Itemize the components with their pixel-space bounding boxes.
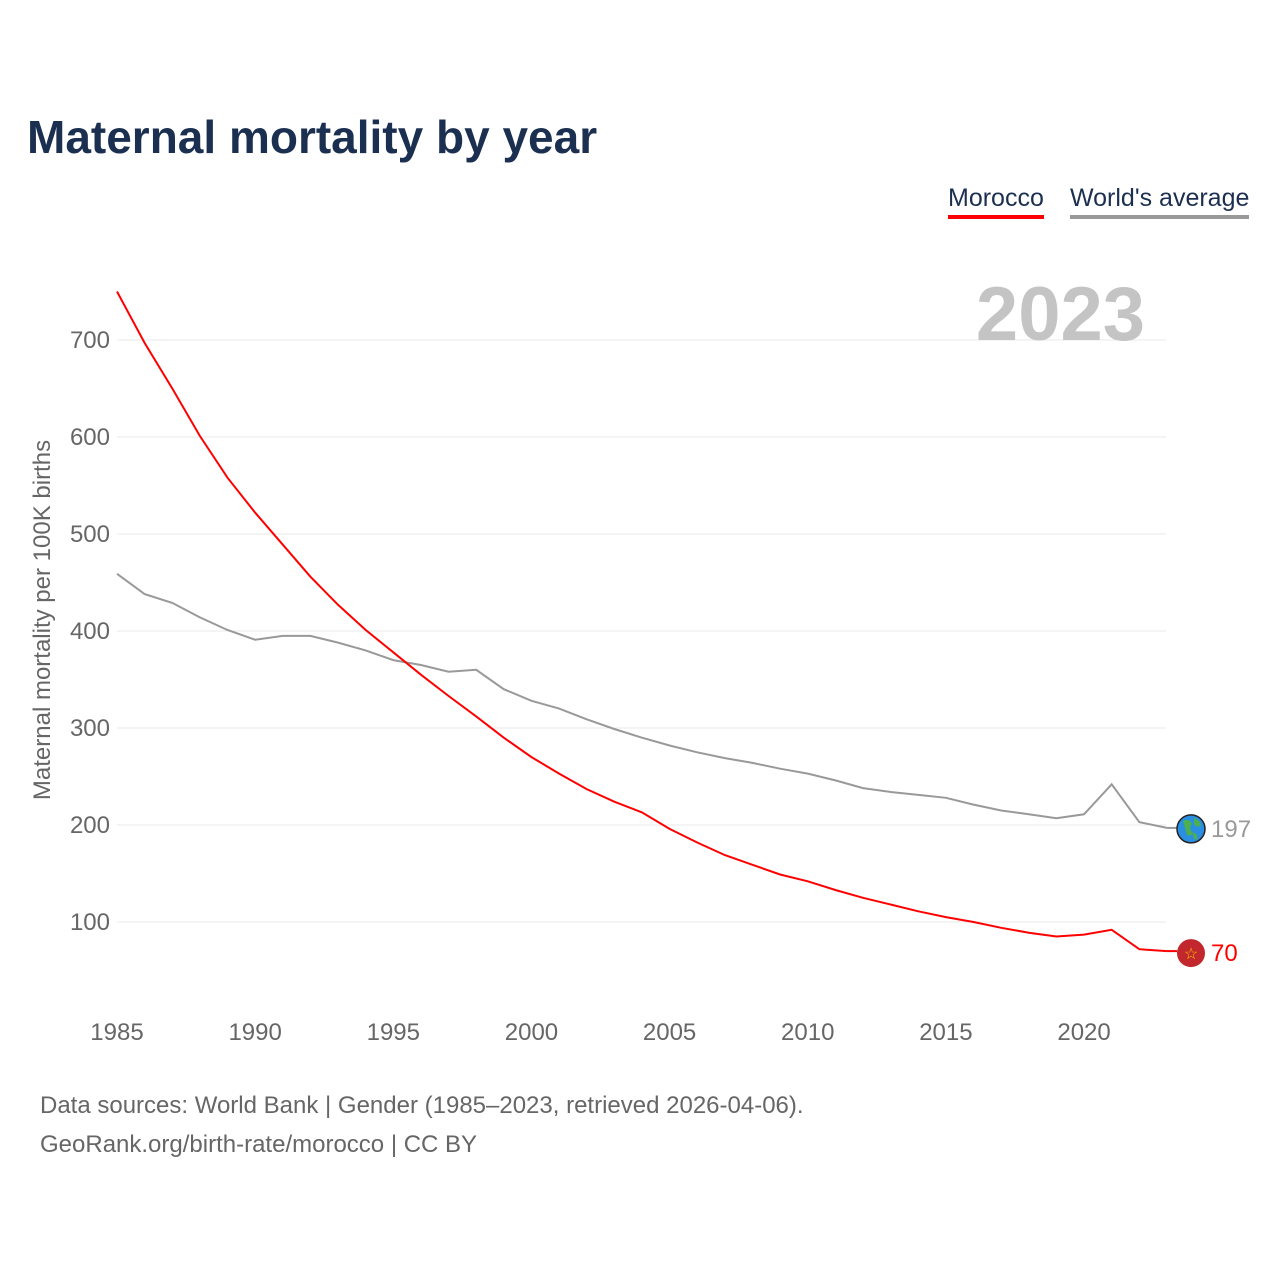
globe-land — [1183, 817, 1201, 840]
x-tick-label: 1995 — [367, 1019, 420, 1046]
year-label: 2023 — [976, 272, 1145, 357]
y-tick-label: 200 — [70, 812, 110, 839]
flag-star: ☆ — [1184, 946, 1198, 963]
morocco-flag-icon — [1177, 939, 1205, 968]
series-line-world — [116, 572, 1168, 829]
legend-morocco[interactable]: Morocco — [948, 184, 1044, 219]
x-tick-label: 2000 — [505, 1019, 558, 1046]
footer: Data sources: World Bank | Gender (1985–… — [40, 1086, 804, 1164]
y-tick-label: 300 — [70, 715, 110, 742]
x-tick-label: 2020 — [1057, 1019, 1110, 1046]
y-tick-label: 400 — [70, 618, 110, 645]
chart-title: Maternal mortality by year — [27, 111, 598, 163]
series-line-morocco — [116, 291, 1167, 953]
end-value-label: 70 — [1211, 940, 1238, 967]
source-link[interactable]: GeoRank.org/birth-rate/morocco | CC BY — [40, 1131, 478, 1158]
data-source: Data sources: World Bank | Gender (1985–… — [40, 1092, 804, 1119]
x-tick-label: 1990 — [228, 1019, 281, 1046]
y-tick-label: 500 — [70, 521, 110, 548]
x-tick-label: 2010 — [781, 1019, 834, 1046]
x-tick-label: 2015 — [919, 1019, 972, 1046]
globe-icon — [1176, 814, 1206, 844]
end-value-label: 197 — [1211, 816, 1251, 843]
x-tick-label: 2005 — [643, 1019, 696, 1046]
x-tick-label: 1985 — [90, 1019, 143, 1046]
y-tick-label: 700 — [70, 327, 110, 354]
y-tick-label: 100 — [70, 909, 110, 936]
legend-world-average[interactable]: World's average — [1070, 184, 1250, 219]
y-axis-label: Maternal mortality per 100K births — [29, 440, 56, 800]
y-tick-label: 600 — [70, 424, 110, 451]
